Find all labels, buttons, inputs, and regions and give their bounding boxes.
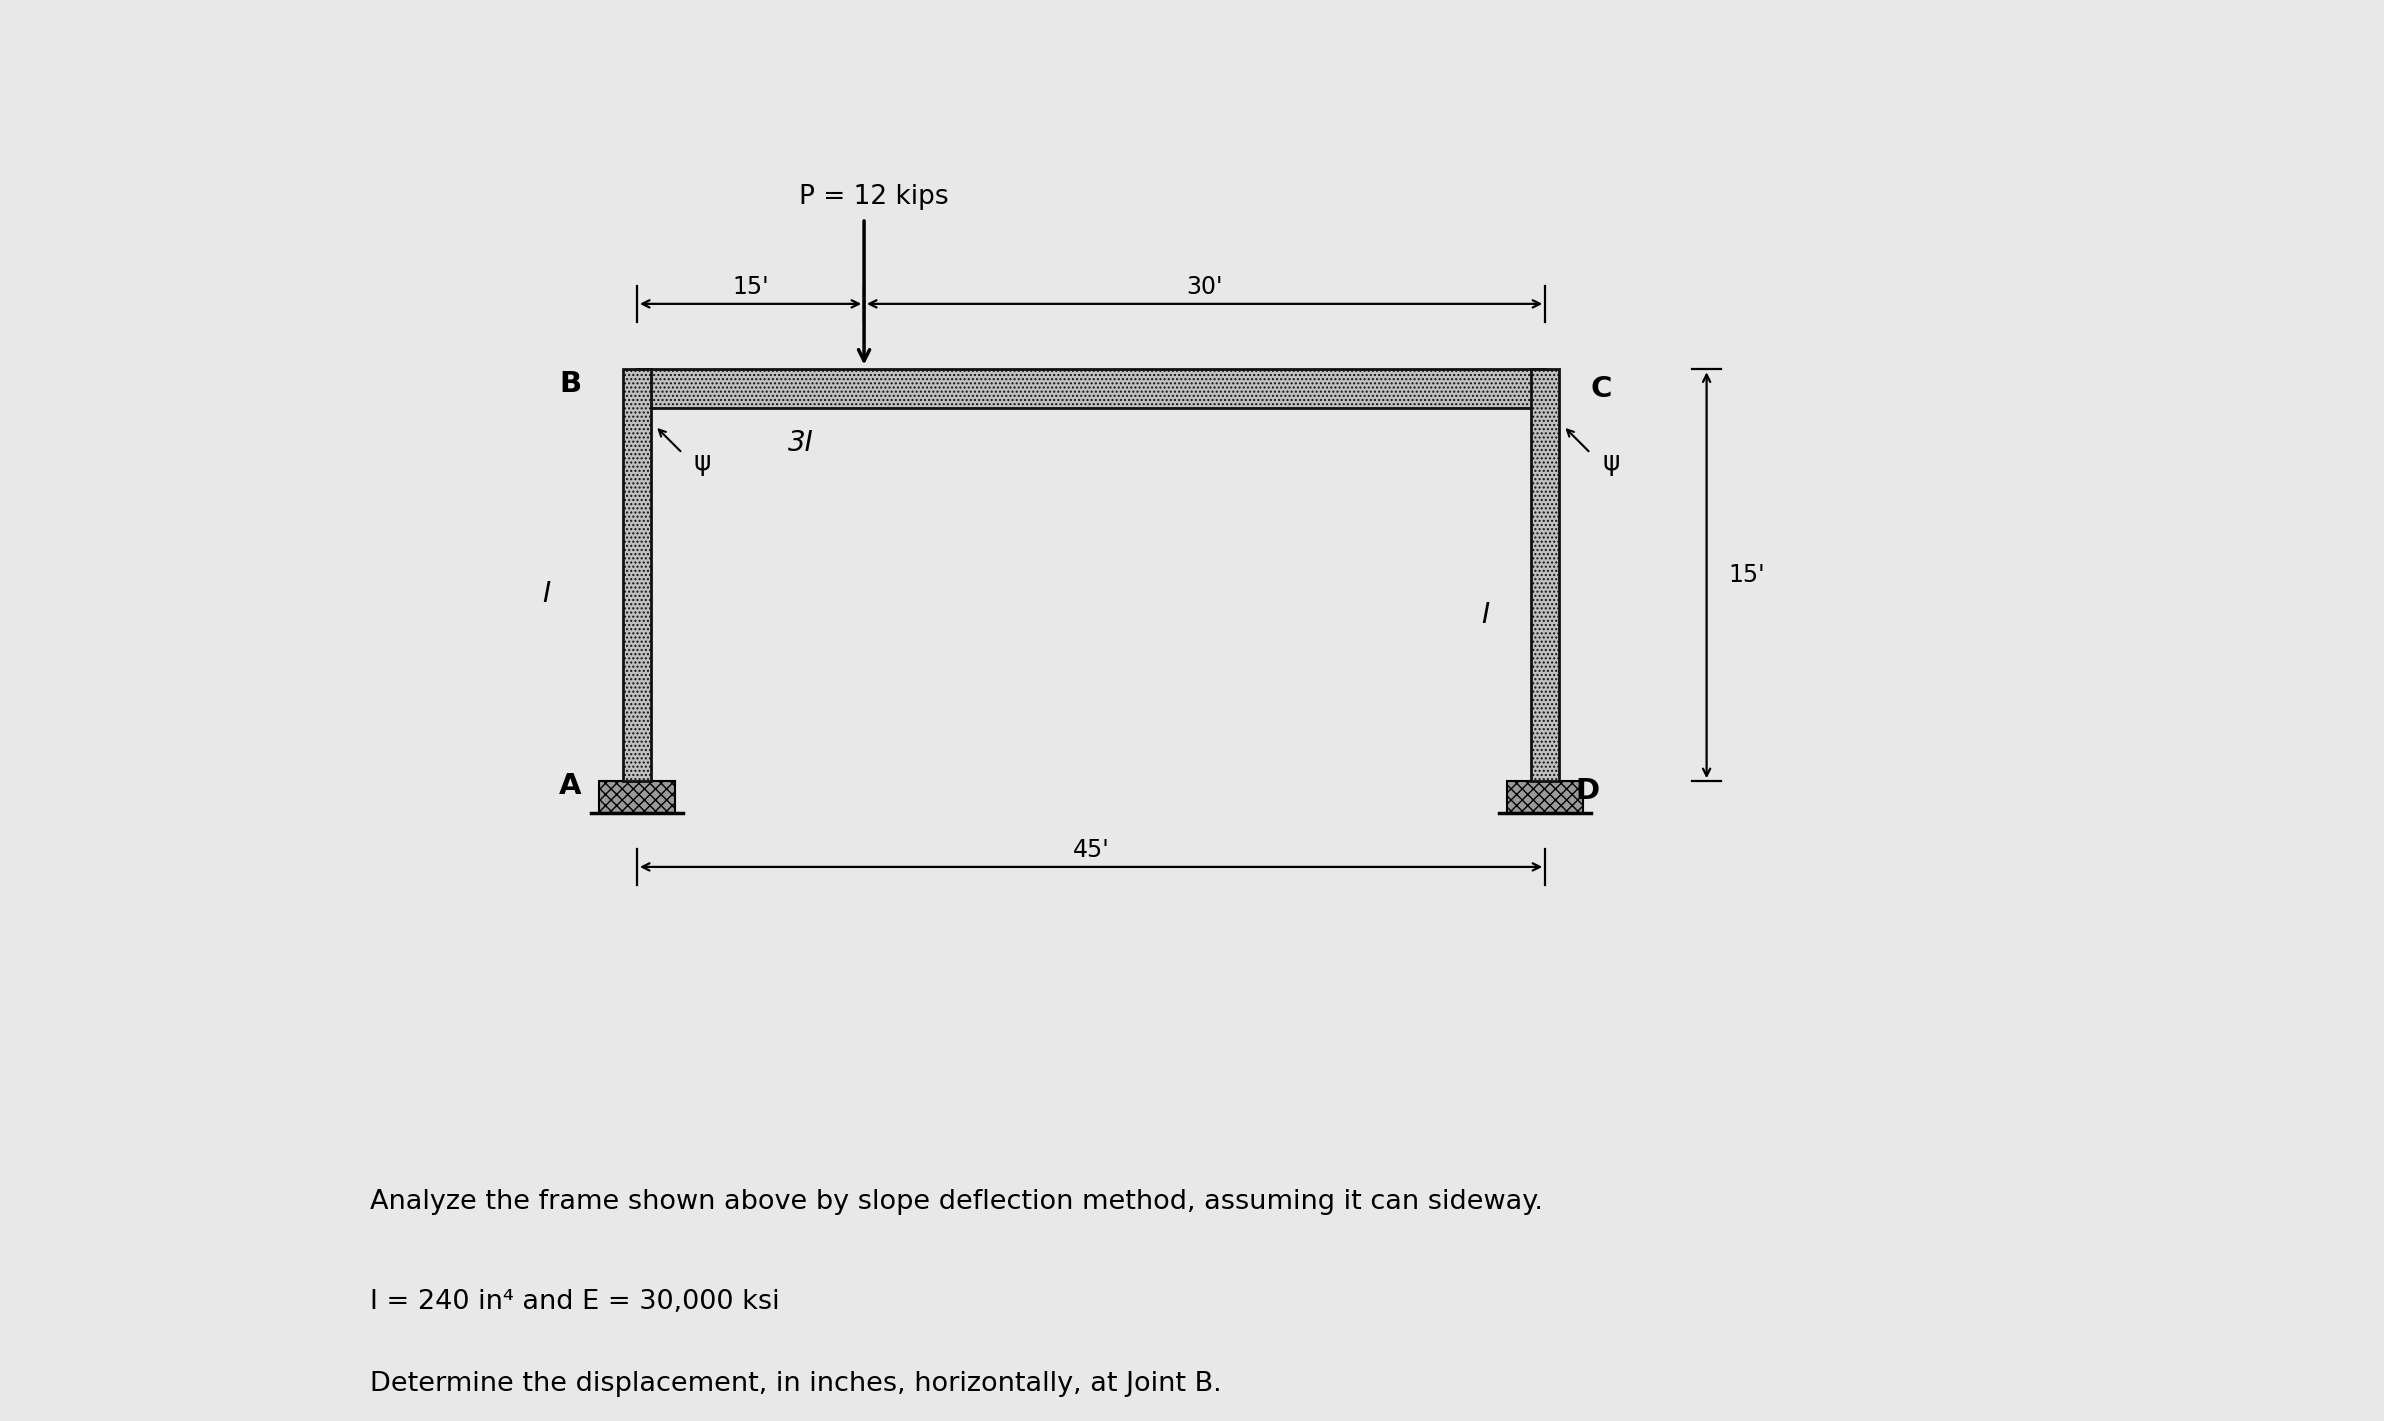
Polygon shape <box>622 369 651 782</box>
Text: ψ: ψ <box>1602 450 1619 476</box>
Text: 15': 15' <box>1728 563 1767 587</box>
Text: Determine the displacement, in inches, horizontally, at Joint B.: Determine the displacement, in inches, h… <box>370 1371 1221 1397</box>
Text: 15': 15' <box>732 274 770 298</box>
Text: ψ: ψ <box>694 450 710 476</box>
Text: B: B <box>560 369 582 398</box>
Text: D: D <box>1576 777 1600 806</box>
Text: I: I <box>1480 601 1490 628</box>
Text: Analyze the frame shown above by slope deflection method, assuming it can sidewa: Analyze the frame shown above by slope d… <box>370 1189 1542 1215</box>
Text: C: C <box>1590 375 1612 402</box>
Polygon shape <box>1531 369 1559 782</box>
Bar <box>598 782 675 813</box>
Polygon shape <box>637 369 1545 408</box>
Text: 45': 45' <box>1073 838 1109 863</box>
Text: 30': 30' <box>1187 274 1223 298</box>
Text: A: A <box>558 772 582 800</box>
Bar <box>1507 782 1583 813</box>
Text: I: I <box>541 580 551 608</box>
Text: I = 240 in⁴ and E = 30,000 ksi: I = 240 in⁴ and E = 30,000 ksi <box>370 1289 780 1314</box>
Text: P = 12 kips: P = 12 kips <box>799 183 949 210</box>
Text: 3I: 3I <box>789 429 813 458</box>
